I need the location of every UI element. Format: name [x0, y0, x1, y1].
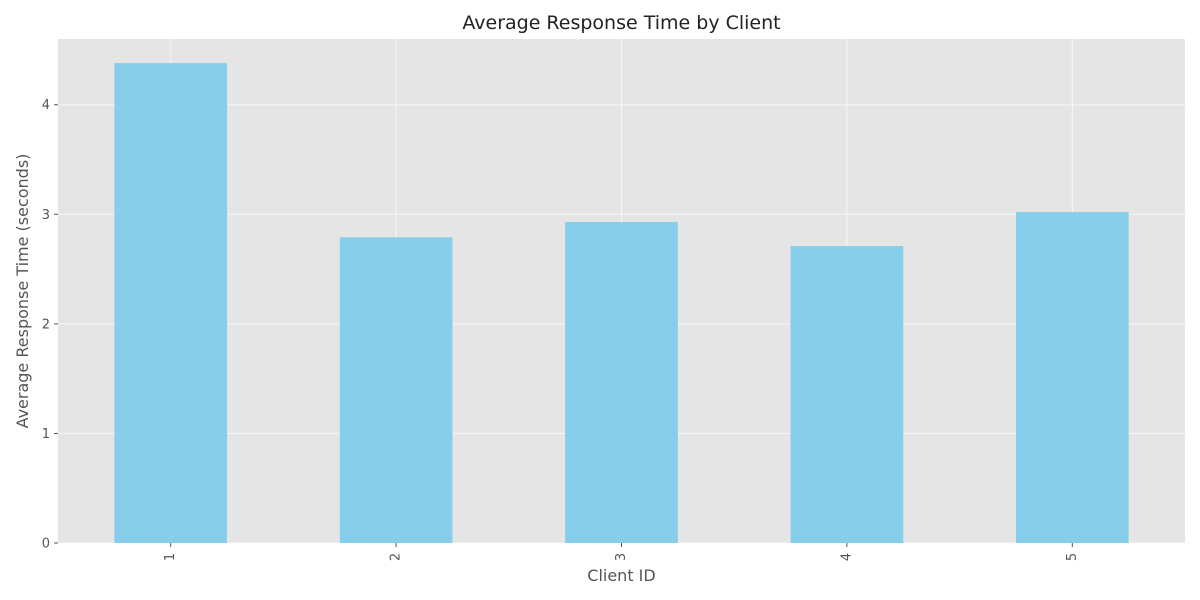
x-tick-label: 3 — [614, 553, 629, 561]
x-tick-label: 1 — [163, 553, 178, 561]
y-tick-label: 3 — [42, 208, 50, 223]
x-tick-label: 5 — [1065, 553, 1080, 561]
bars — [114, 63, 1129, 544]
bar-client-4 — [790, 246, 904, 544]
y-tick-label: 2 — [42, 317, 50, 332]
x-axis-ticks: 1 2 3 4 5 — [163, 543, 1080, 561]
x-axis-label: Client ID — [587, 566, 655, 585]
x-tick-label: 4 — [839, 553, 854, 561]
y-tick-label: 0 — [42, 537, 50, 552]
chart-title: Average Response Time by Client — [462, 12, 780, 34]
y-tick-label: 1 — [42, 427, 50, 442]
bar-client-3 — [565, 221, 678, 543]
y-axis-label: Average Response Time (seconds) — [13, 154, 32, 429]
y-axis-ticks: 0 1 2 3 4 — [42, 98, 58, 552]
bar-client-5 — [1015, 212, 1129, 543]
bar-client-1 — [114, 63, 228, 544]
bar-client-2 — [339, 237, 453, 543]
x-tick-label: 2 — [389, 553, 404, 561]
y-tick-label: 4 — [42, 98, 50, 113]
